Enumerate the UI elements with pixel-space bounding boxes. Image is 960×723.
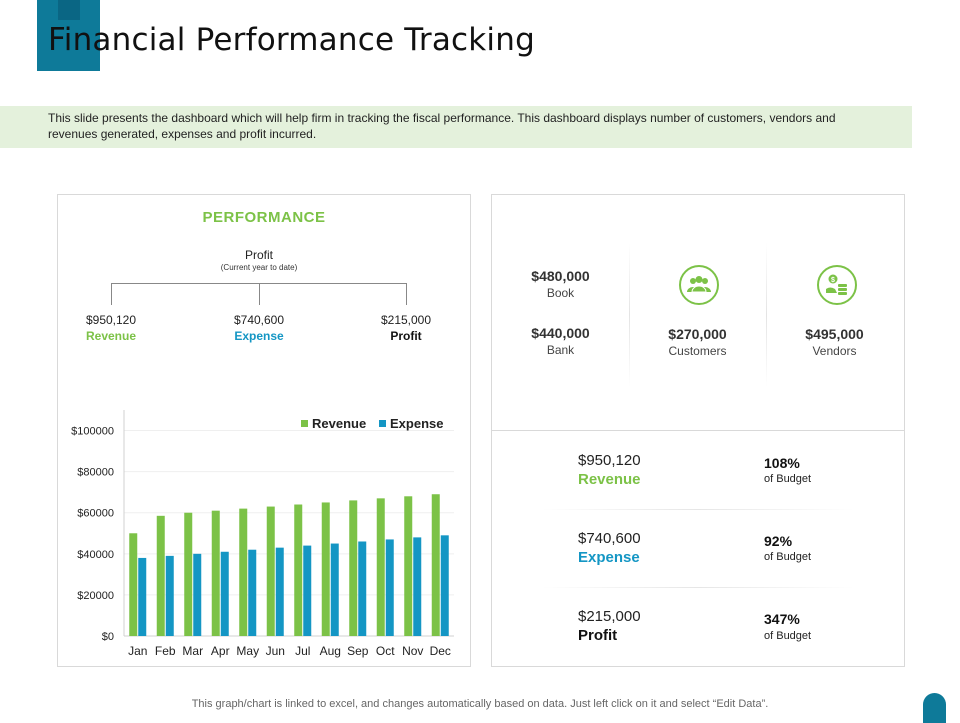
summary-revenue-percent: 108% <box>764 455 800 471</box>
tree-profit-value: $215,000 <box>380 313 432 327</box>
bar-expense-mar <box>193 553 202 636</box>
book-label: Book <box>546 286 575 300</box>
vendors-label: Vendors <box>812 344 857 358</box>
bar-expense-nov <box>413 537 422 636</box>
stats-panel: $480,000 Book $440,000 Bank $270,000 Cus… <box>491 194 905 667</box>
bar-expense-dec <box>440 535 449 636</box>
chart-legend: Revenue Expense <box>301 416 443 431</box>
legend-swatch-revenue <box>301 420 308 427</box>
tree-root-sublabel: (Current year to date) <box>220 263 298 272</box>
tree-revenue-label: Revenue <box>85 329 137 343</box>
performance-heading: PERFORMANCE <box>202 209 326 226</box>
stats-divider-1 <box>629 243 630 387</box>
tree-connector-left <box>111 283 112 305</box>
tree-expense-label: Expense <box>234 329 284 343</box>
x-tick-label: Aug <box>320 644 341 658</box>
bar-revenue-dec <box>431 494 440 636</box>
revenue-expense-bar-chart[interactable]: $0 $20000 $40000 $60000 $80000 $100000 Jan Feb… <box>58 400 468 664</box>
bar-revenue-apr <box>211 510 220 636</box>
y-tick-label: $0 <box>102 631 114 643</box>
chart-gridlines <box>124 430 454 637</box>
bar-revenue-jan <box>129 533 138 636</box>
stats-divider-2 <box>766 243 767 387</box>
legend-label-expense: Expense <box>390 416 443 431</box>
summary-profit-budget-label: of Budget <box>764 630 812 642</box>
bar-expense-feb <box>165 555 174 636</box>
svg-text:$: $ <box>831 277 835 284</box>
bar-expense-aug <box>330 543 339 636</box>
bar-revenue-oct <box>376 498 385 636</box>
x-tick-label: Mar <box>182 644 203 658</box>
users-icon <box>679 265 719 305</box>
x-tick-label: Nov <box>402 644 423 658</box>
money-icon: $ <box>817 265 857 305</box>
bar-expense-sep <box>358 541 367 636</box>
customers-value: $270,000 <box>668 326 727 342</box>
legend-swatch-expense <box>379 420 386 427</box>
x-tick-label: Feb <box>155 644 176 658</box>
page-title: Financial Performance Tracking <box>48 22 535 58</box>
tree-root-label: Profit <box>244 248 273 262</box>
bar-revenue-may <box>239 508 248 636</box>
footnote: This graph/chart is linked to excel, and… <box>191 698 769 710</box>
y-tick-label: $40000 <box>77 549 114 561</box>
tree-connector-middle <box>259 283 260 305</box>
summary-expense-amount: $740,600 <box>578 530 641 547</box>
bar-revenue-nov <box>404 496 413 636</box>
x-axis-ticks: Jan Feb Mar Apr May Jun Jul Aug Sep Oct Nov Dec <box>128 644 451 658</box>
bar-expense-oct <box>385 539 394 636</box>
x-tick-label: Jan <box>128 644 147 658</box>
tree-expense-value: $740,600 <box>233 313 285 327</box>
summary-revenue-amount: $950,120 <box>578 452 641 469</box>
summary-divider-1 <box>542 509 854 510</box>
summary-revenue-label: Revenue <box>578 471 641 488</box>
summary-expense-label: Expense <box>578 549 640 566</box>
y-axis-ticks: $0 $20000 $40000 $60000 $80000 $100000 <box>71 426 114 643</box>
bar-revenue-aug <box>321 502 330 636</box>
x-tick-label: Jun <box>266 644 285 658</box>
x-tick-label: May <box>236 644 259 658</box>
title-accent-notch <box>58 0 80 20</box>
tree-revenue-value: $950,120 <box>85 313 137 327</box>
bar-revenue-mar <box>184 512 193 636</box>
x-tick-label: Jul <box>295 644 310 658</box>
bar-revenue-jun <box>266 506 275 636</box>
bar-revenue-jul <box>294 504 303 636</box>
bar-expense-apr <box>220 551 229 636</box>
x-tick-label: Dec <box>430 644 451 658</box>
y-tick-label: $20000 <box>77 590 114 602</box>
summary-expense-budget-label: of Budget <box>764 551 812 563</box>
y-tick-label: $100000 <box>71 426 114 438</box>
bank-value: $440,000 <box>531 325 590 341</box>
summary-profit-percent: 347% <box>764 611 800 627</box>
corner-tab <box>923 693 946 723</box>
y-tick-label: $80000 <box>77 467 114 479</box>
bar-expense-may <box>248 549 257 636</box>
stats-summary-divider <box>492 430 904 431</box>
vendors-value: $495,000 <box>805 326 864 342</box>
bank-label: Bank <box>546 343 575 357</box>
x-tick-label: Apr <box>211 644 230 658</box>
book-value: $480,000 <box>531 268 590 284</box>
summary-expense-percent: 92% <box>764 533 793 549</box>
tree-profit-label: Profit <box>390 329 422 343</box>
summary-profit-label: Profit <box>578 627 618 644</box>
description-text: This slide presents the dashboard which … <box>48 111 836 141</box>
tree-connector-right <box>406 283 407 305</box>
description-banner <box>0 106 912 148</box>
y-tick-label: $60000 <box>77 508 114 520</box>
x-tick-label: Sep <box>347 644 369 658</box>
chart-bars <box>129 494 449 636</box>
x-tick-label: Oct <box>376 644 395 658</box>
legend-label-revenue: Revenue <box>312 416 366 431</box>
bar-expense-jul <box>303 545 312 636</box>
summary-profit-amount: $215,000 <box>578 608 641 625</box>
summary-divider-2 <box>542 587 854 588</box>
bar-expense-jun <box>275 547 284 636</box>
bar-expense-jan <box>138 557 147 636</box>
summary-revenue-budget-label: of Budget <box>764 473 812 485</box>
bar-revenue-feb <box>156 515 165 636</box>
customers-label: Customers <box>668 344 727 358</box>
bar-revenue-sep <box>349 500 358 636</box>
